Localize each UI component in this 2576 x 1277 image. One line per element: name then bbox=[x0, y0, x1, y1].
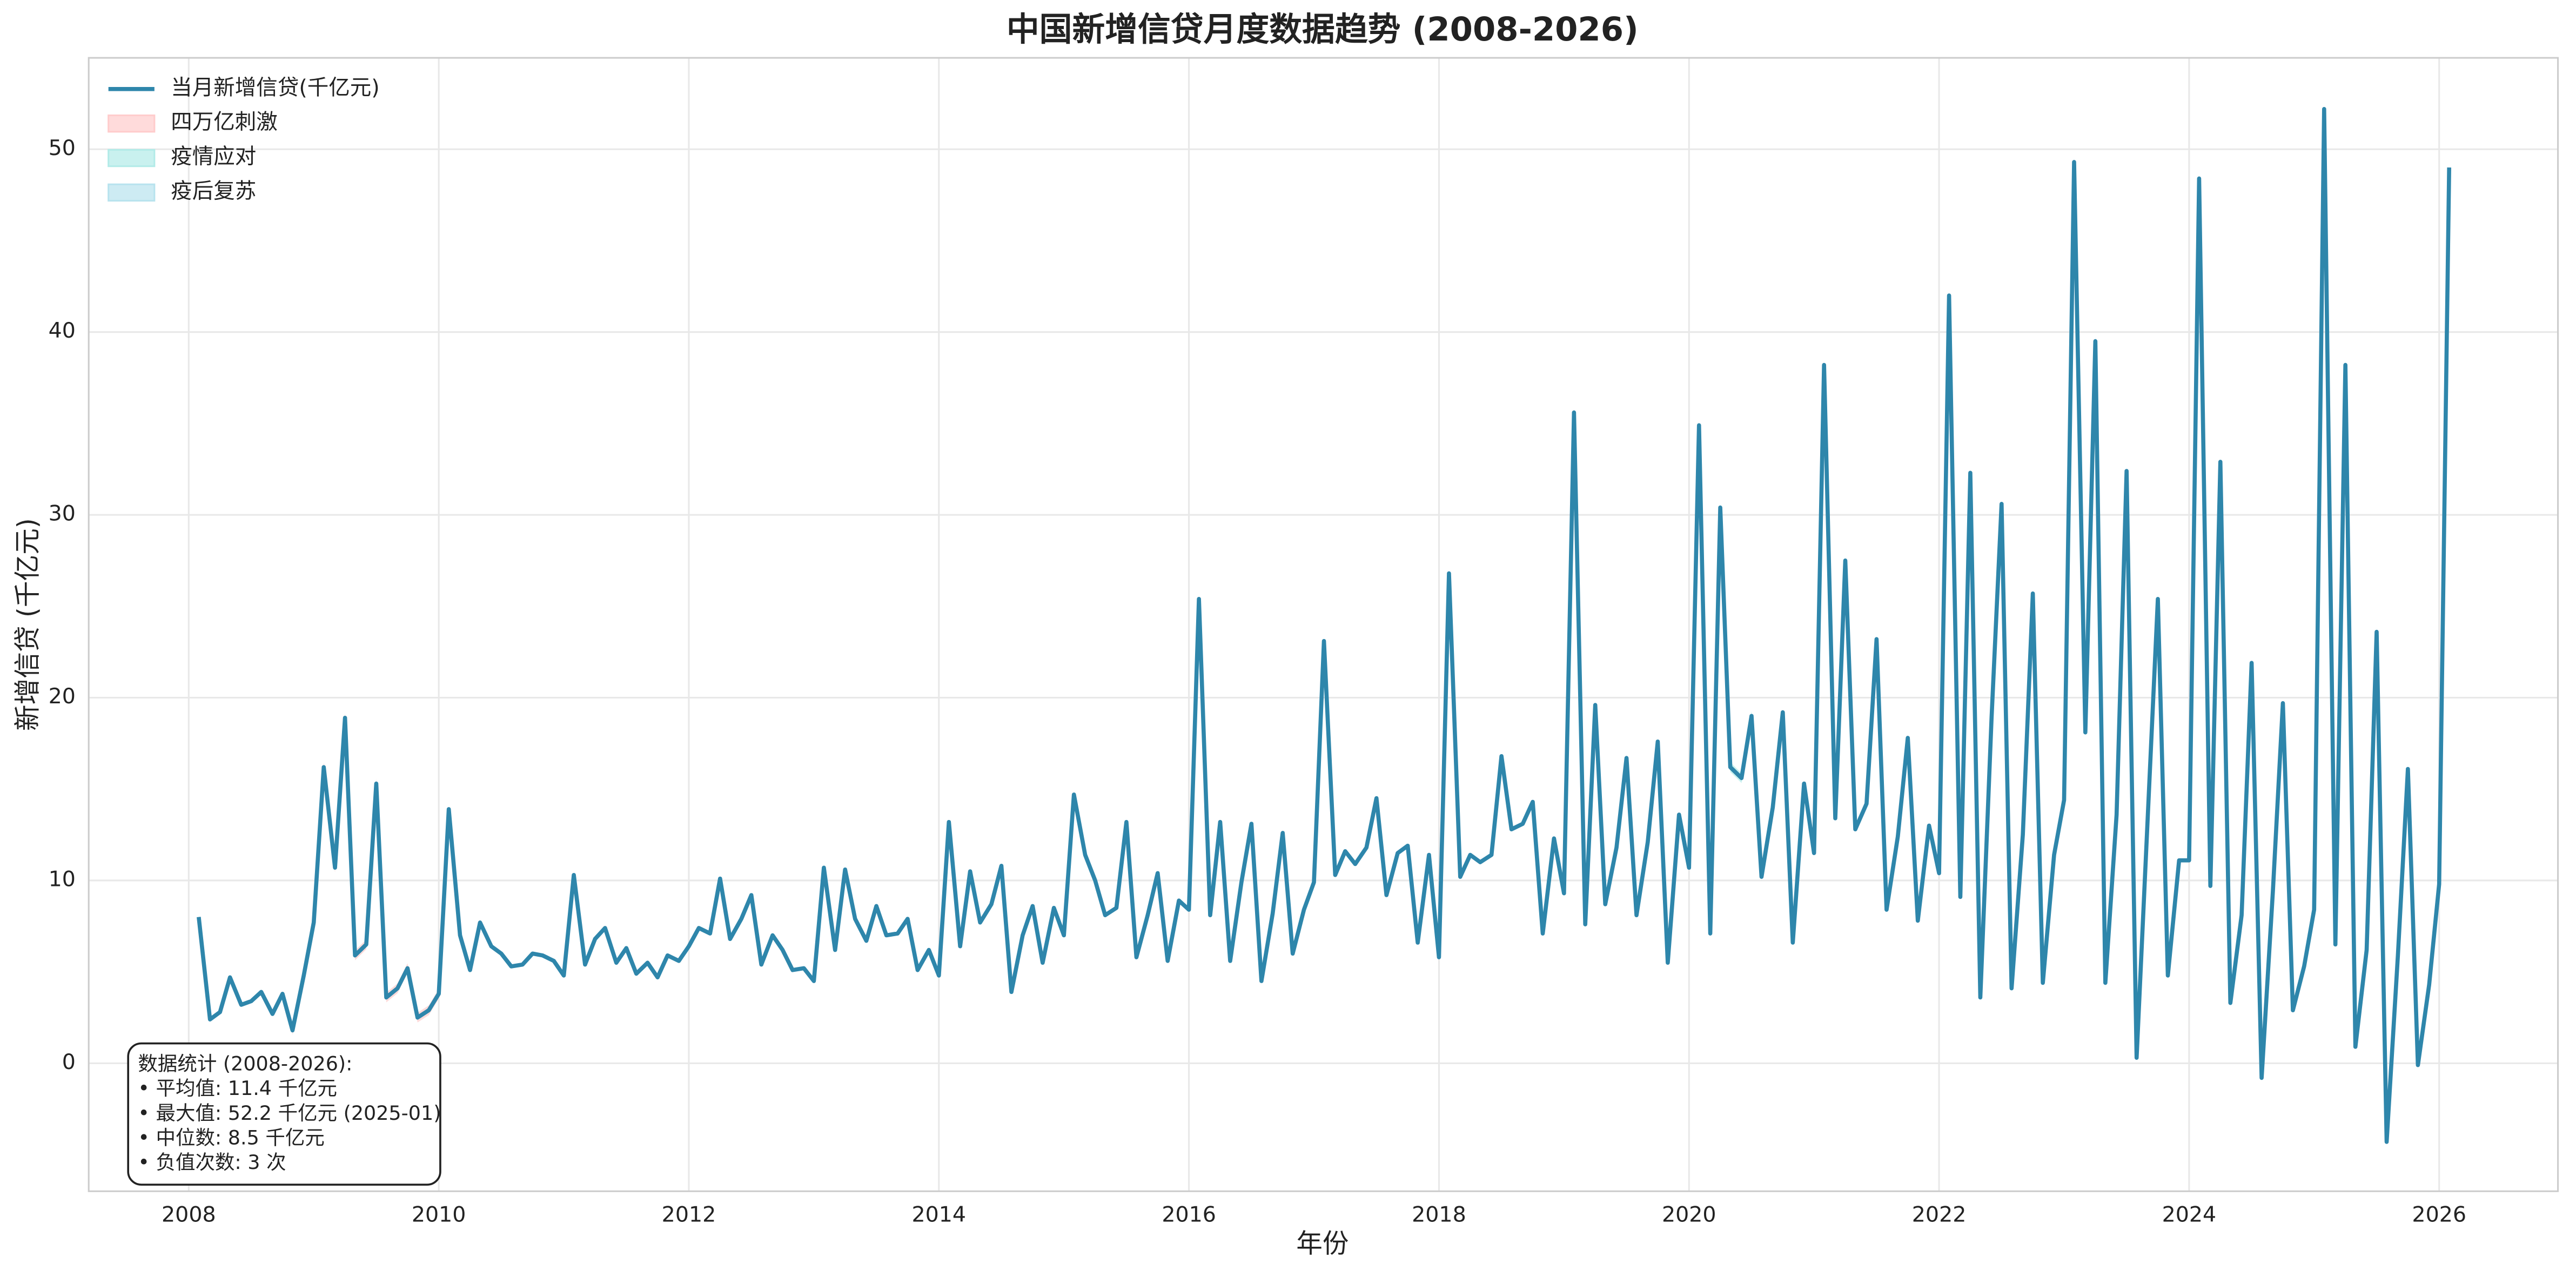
y-tick-label: 40 bbox=[49, 318, 76, 343]
y-tick-label: 20 bbox=[49, 684, 76, 709]
stats-box bbox=[127, 1042, 441, 1186]
x-tick-label: 2010 bbox=[412, 1202, 466, 1227]
chart-title: 中国新增信贷月度数据趋势 (2008-2026) bbox=[1007, 11, 1639, 49]
x-tick-label: 2022 bbox=[1912, 1202, 1967, 1227]
x-tick-label: 2016 bbox=[1162, 1202, 1216, 1227]
y-tick-label: 30 bbox=[49, 501, 76, 526]
stats-text: • 平均值: 11.4 千亿元 bbox=[138, 1077, 337, 1100]
y-axis-label: 新增信贷 (千亿元) bbox=[13, 518, 43, 731]
x-tick-label: 2026 bbox=[2412, 1202, 2466, 1227]
x-tick-label: 2012 bbox=[662, 1202, 716, 1227]
legend-label: 疫情应对 bbox=[171, 144, 256, 169]
legend-patch bbox=[108, 183, 156, 202]
legend-label: 四万亿刺激 bbox=[171, 110, 278, 135]
y-tick-label: 0 bbox=[62, 1050, 76, 1074]
y-tick-label: 10 bbox=[49, 866, 76, 891]
x-tick-label: 2018 bbox=[1412, 1202, 1466, 1227]
legend-label: 当月新增信贷(千亿元) bbox=[171, 75, 379, 100]
x-tick-label: 2014 bbox=[912, 1202, 967, 1227]
legend-label: 疫后复苏 bbox=[171, 179, 256, 204]
stats-text: • 中位数: 8.5 千亿元 bbox=[138, 1126, 324, 1149]
stats-text: • 最大值: 52.2 千亿元 (2025-01) bbox=[138, 1101, 441, 1125]
x-tick-label: 2020 bbox=[1662, 1202, 1716, 1227]
stats-text: • 负值次数: 3 次 bbox=[138, 1151, 286, 1174]
stats-text: 数据统计 (2008-2026): bbox=[138, 1052, 352, 1076]
x-tick-label: 2008 bbox=[162, 1202, 216, 1227]
x-tick-label: 2024 bbox=[2162, 1202, 2217, 1227]
legend-patch bbox=[108, 149, 156, 167]
x-axis-label: 年份 bbox=[1296, 1229, 1349, 1259]
legend-patch bbox=[108, 114, 156, 133]
data-line bbox=[197, 107, 2452, 1144]
plot-frame bbox=[88, 57, 2559, 1192]
y-tick-label: 50 bbox=[49, 136, 76, 160]
